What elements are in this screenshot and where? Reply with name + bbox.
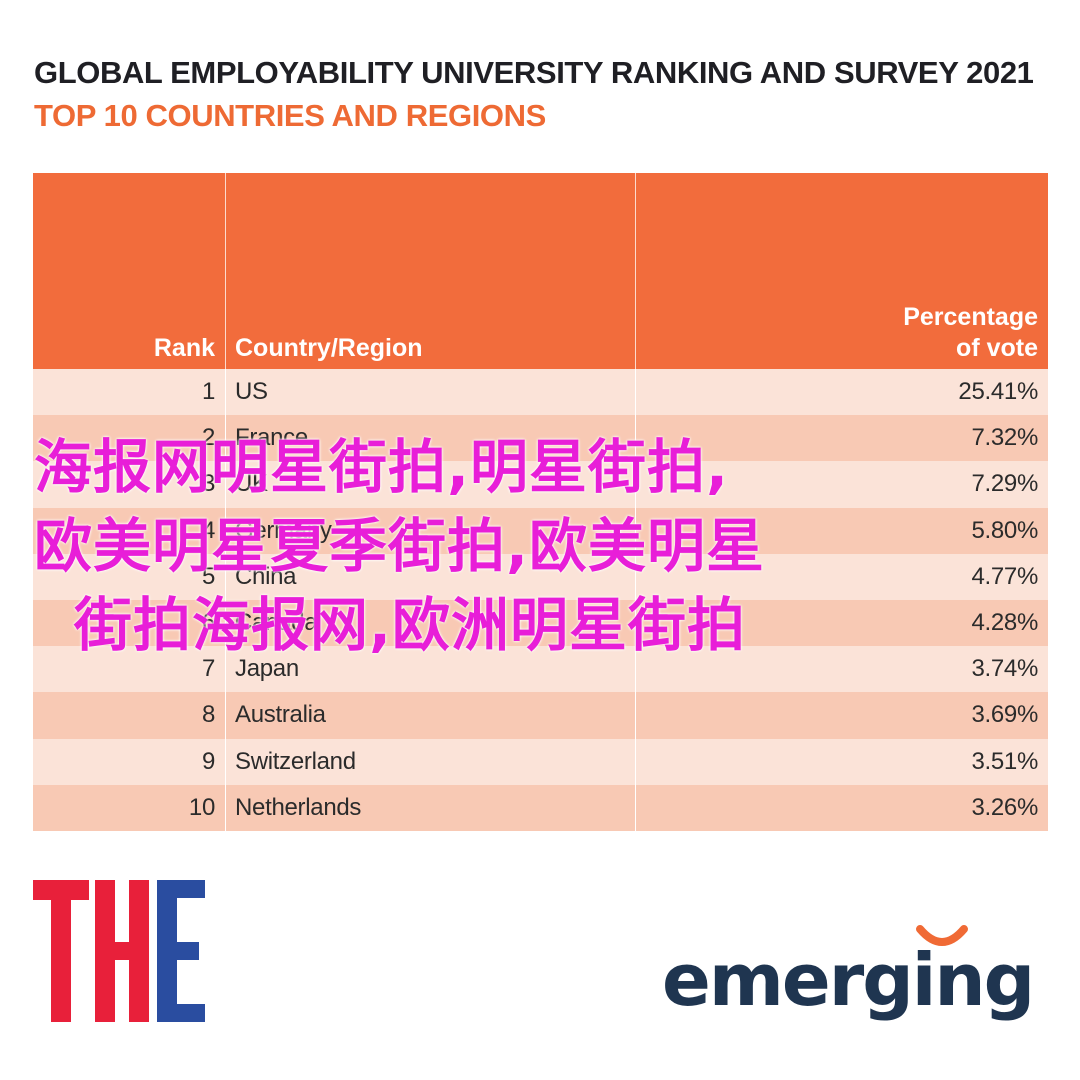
percentage-cell: 4.77%	[971, 562, 1038, 590]
watermark-line: 海报网明星街拍,明星街拍,	[34, 433, 730, 501]
emerging-arc-icon	[916, 925, 968, 946]
percentage-cell: 3.26%	[971, 793, 1038, 821]
country-cell: China	[226, 553, 636, 600]
percentage-cell: 7.32%	[971, 424, 1038, 452]
rank-cell: 3	[33, 461, 226, 508]
country-cell: UK	[226, 461, 636, 508]
header-country: Country/Region	[226, 173, 636, 369]
page-title: GLOBAL EMPLOYABILITY UNIVERSITY RANKING …	[34, 55, 1034, 90]
page-subtitle: TOP 10 COUNTRIES AND REGIONS	[34, 98, 546, 133]
watermark-line: 街拍海报网,欧洲明星街拍	[74, 591, 747, 659]
table-body: 1 US 25.41% 2 France 7.32% 3 UK 7.29% 4 Germany 5.8…	[33, 369, 1048, 831]
table-row: 7 Japan 3.74%	[33, 646, 1048, 693]
rank-cell: 8	[33, 692, 226, 739]
percentage-cell: 7.29%	[971, 470, 1038, 498]
percentage-cell: 25.41%	[958, 378, 1038, 406]
country-cell: Canada	[226, 599, 636, 647]
watermark-overlay: 海报网明星街拍,明星街拍, 欧美明星夏季街拍,欧美明星 街拍海报网,欧洲明星街拍	[34, 428, 1054, 665]
rank-cell: 9	[33, 738, 226, 785]
country-cell: France	[226, 415, 636, 462]
table-row: 1 US 25.41%	[33, 369, 1048, 416]
header-rank-label: Rank	[153, 334, 215, 362]
ranking-table: Rank Country/Region Percentage of vote 1…	[33, 173, 1048, 831]
watermark-line: 欧美明星夏季街拍,欧美明星	[34, 512, 766, 580]
percentage-cell: 3.69%	[971, 701, 1038, 729]
country-cell: Netherlands	[226, 784, 636, 831]
table-row: 8 Australia 3.69%	[33, 692, 1048, 739]
table-row: 10 Netherlands 3.26%	[33, 784, 1048, 831]
percentage-cell: 3.51%	[971, 747, 1038, 775]
percentage-cell: 4.28%	[971, 609, 1038, 637]
rank-cell: 5	[33, 553, 226, 600]
table-row: 5 China 4.77%	[33, 553, 1048, 600]
country-cell: Germany	[226, 507, 636, 554]
table-row: 6 Canada 4.28%	[33, 599, 1048, 647]
country-cell: Switzerland	[226, 738, 636, 785]
table-row: 3 UK 7.29%	[33, 461, 1048, 508]
rank-cell: 6	[33, 599, 226, 647]
table-header: Rank Country/Region Percentage of vote	[33, 173, 1048, 369]
percentage-cell: 3.74%	[971, 655, 1038, 683]
emerging-wordmark: emerging	[662, 938, 1035, 1022]
country-cell: US	[226, 369, 636, 416]
percentage-cell: 5.80%	[971, 516, 1038, 544]
the-logo	[33, 880, 205, 1022]
rank-cell: 4	[33, 507, 226, 554]
header-percentage: Percentage of vote	[636, 173, 1048, 369]
header-country-label: Country/Region	[235, 334, 423, 362]
header-rank: Rank	[33, 173, 226, 369]
emerging-logo: emerging	[662, 925, 1052, 1045]
the-logo-mark	[33, 880, 205, 1022]
rank-cell: 1	[33, 369, 226, 416]
country-cell: Australia	[226, 692, 636, 739]
table-row: 2 France 7.32%	[33, 415, 1048, 462]
rank-cell: 2	[33, 415, 226, 462]
table-row: 4 Germany 5.80%	[33, 507, 1048, 554]
header-percentage-label: Percentage of vote	[903, 303, 1038, 362]
rank-cell: 7	[33, 646, 226, 693]
table-row: 9 Switzerland 3.51%	[33, 738, 1048, 785]
country-cell: Japan	[226, 646, 636, 693]
rank-cell: 10	[33, 784, 226, 831]
